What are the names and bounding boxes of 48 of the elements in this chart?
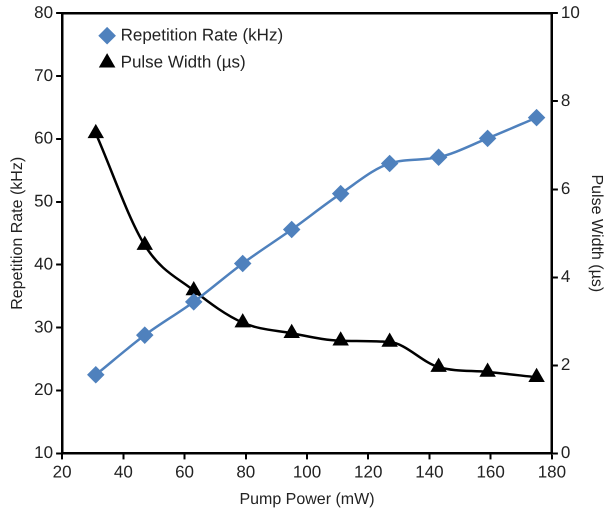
y-tick-label: 40 xyxy=(34,254,54,274)
point xyxy=(528,109,545,126)
x-tick-label: 160 xyxy=(476,462,505,482)
y2-tick-label: 0 xyxy=(560,443,570,462)
x-tick-label: 180 xyxy=(538,462,566,482)
point xyxy=(382,334,397,347)
y2-tick-label: 4 xyxy=(560,267,570,286)
point xyxy=(381,155,398,172)
point xyxy=(88,125,104,138)
point xyxy=(234,255,251,272)
point xyxy=(529,368,544,382)
point xyxy=(186,282,202,296)
point xyxy=(332,185,349,202)
point xyxy=(284,324,300,338)
legend-label: Repetition Rate (kHz) xyxy=(120,25,284,44)
y2-tick-label: 8 xyxy=(560,90,570,110)
x-tick-label: 20 xyxy=(52,462,72,482)
point xyxy=(480,364,495,377)
point xyxy=(88,366,104,384)
point xyxy=(333,332,348,346)
point xyxy=(283,221,300,238)
x-axis-title: Pump Power (mW) xyxy=(239,490,375,508)
y-axis-title: Repetition Rate (kHz) xyxy=(9,156,26,310)
point xyxy=(479,130,496,147)
x-tick-label: 60 xyxy=(175,462,194,482)
point xyxy=(430,148,447,166)
point xyxy=(431,358,446,372)
x-tick-label: 80 xyxy=(236,462,256,482)
y-tick-label: 50 xyxy=(34,192,54,211)
y-tick-label: 20 xyxy=(34,380,54,400)
point xyxy=(235,314,250,328)
y2-tick-label: 2 xyxy=(560,355,570,374)
y-tick-label: 30 xyxy=(34,317,54,336)
x-tick-label: 120 xyxy=(354,462,382,482)
x-tick-label: 140 xyxy=(415,462,444,482)
y2-tick-label: 6 xyxy=(560,178,570,198)
y2-tick-label: 10 xyxy=(560,2,580,22)
legend-label: Pulse Width (µs) xyxy=(120,52,246,72)
y-tick-label: 70 xyxy=(34,66,54,85)
point xyxy=(185,294,202,310)
y2-axis-title: Pulse Width (µs) xyxy=(588,174,605,292)
x-tick-label: 40 xyxy=(114,462,133,482)
y-tick-label: 80 xyxy=(34,2,54,22)
y-tick-label: 10 xyxy=(34,443,54,462)
x-tick-label: 100 xyxy=(292,462,322,482)
point xyxy=(137,236,152,250)
point xyxy=(136,326,154,344)
y-tick-label: 60 xyxy=(34,128,54,148)
